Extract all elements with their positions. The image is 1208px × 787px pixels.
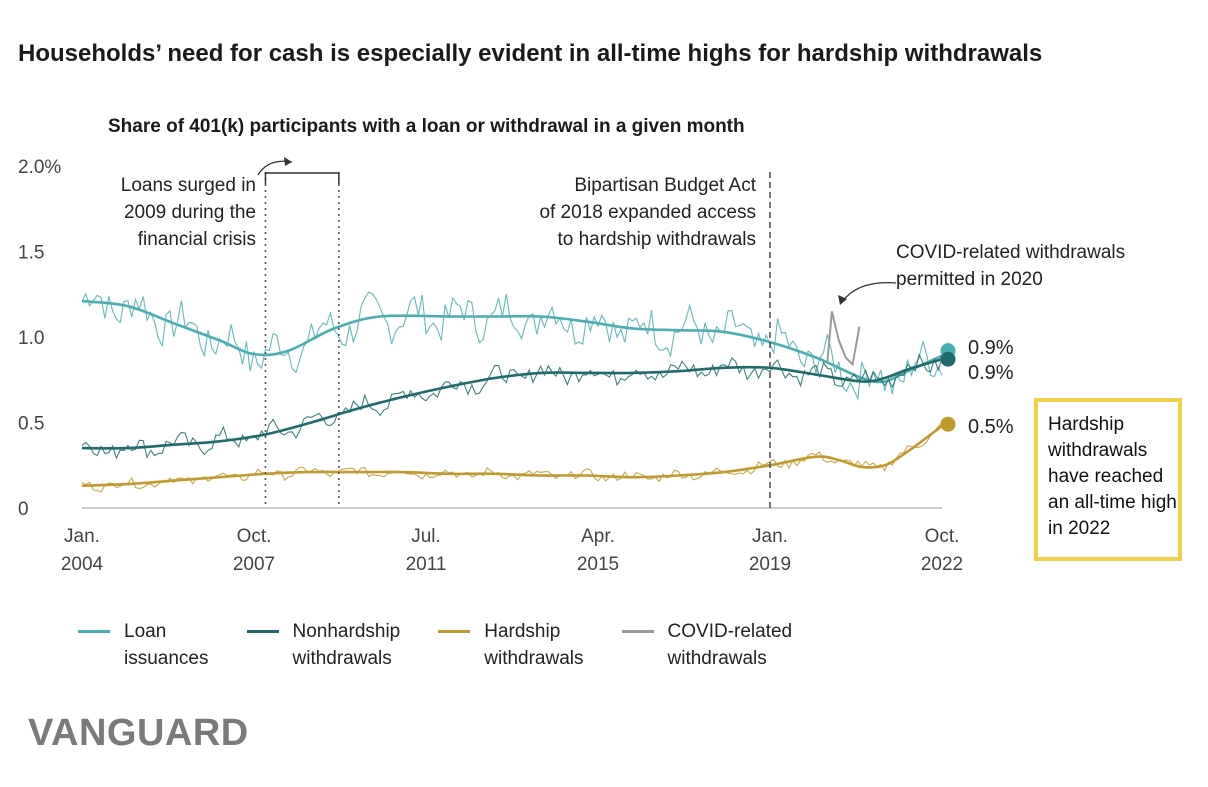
x-tick-year: 2019 bbox=[749, 554, 791, 575]
covid-arrow bbox=[841, 281, 897, 303]
legend-item-loan: Loan issuances bbox=[78, 618, 209, 672]
legend-label-nonhardship: Nonhardship withdrawals bbox=[292, 621, 401, 669]
covid-arrowhead bbox=[838, 295, 847, 305]
annotation-loans-surge: Loans surged in 2009 during the financia… bbox=[120, 175, 256, 250]
legend-swatch-covid bbox=[621, 630, 654, 633]
surge-arrowhead bbox=[284, 157, 292, 166]
y-tick-label: 0.5 bbox=[18, 414, 44, 435]
x-tick-year: 2015 bbox=[577, 554, 619, 575]
chart-subtitle: Share of 401(k) participants with a loan… bbox=[108, 116, 745, 137]
legend-label-covid: COVID-related withdrawals bbox=[667, 621, 793, 669]
x-tick-year: 2022 bbox=[921, 554, 963, 575]
end-marker-nonhardship bbox=[940, 351, 956, 367]
legend-item-nonhardship: Nonhardship withdrawals bbox=[246, 618, 401, 672]
legend-swatch-loan bbox=[78, 630, 110, 633]
x-tick-year: 2004 bbox=[61, 554, 104, 575]
series-loan-trend bbox=[81, 299, 943, 384]
end-label-hardship: 0.5% bbox=[968, 416, 1014, 438]
legend-label-hardship: Hardship withdrawals bbox=[484, 621, 584, 669]
legend-label-loan: Loan issuances bbox=[124, 621, 209, 669]
x-tick-month: Oct. bbox=[237, 526, 272, 547]
annotation-covid: COVID-related withdrawals permitted in 2… bbox=[896, 242, 1126, 290]
annotation-bipartisan-budget-act: Bipartisan Budget Act of 2018 expanded a… bbox=[539, 175, 756, 250]
end-marker-hardship bbox=[940, 416, 956, 432]
x-tick-month: Apr. bbox=[581, 526, 615, 547]
x-tick-month: Jul. bbox=[411, 526, 441, 547]
series-loan-monthly bbox=[81, 291, 943, 401]
x-tick-year: 2007 bbox=[233, 554, 275, 575]
chart-title: Households’ need for cash is especially … bbox=[18, 40, 1043, 67]
series-hardship-trend bbox=[81, 424, 943, 488]
vanguard-logo-text: VANGUARD bbox=[28, 712, 249, 754]
hardship-callout-box: Hardship withdrawals have reached an all… bbox=[1034, 398, 1182, 561]
series-nonhardship-monthly bbox=[81, 353, 943, 460]
y-tick-label: 1.0 bbox=[18, 328, 44, 349]
legend-swatch-hardship bbox=[438, 630, 471, 633]
y-tick-label: 1.5 bbox=[18, 243, 44, 264]
end-label-loan: 0.9% bbox=[968, 337, 1014, 359]
x-tick-month: Oct. bbox=[925, 526, 960, 547]
x-tick-month: Jan. bbox=[752, 526, 788, 547]
x-tick-year: 2011 bbox=[406, 554, 447, 575]
line-chart: 0 0.5 1.0 1.5 2.0% Jan. 2004 Oct. 2007 Jul. 2011 Ap… bbox=[18, 157, 963, 575]
x-tick-month: Jan. bbox=[64, 526, 100, 547]
y-tick-label: 2.0% bbox=[18, 157, 61, 178]
y-tick-label: 0 bbox=[18, 499, 29, 520]
legend: Loan issuances Nonhardship withdrawals H… bbox=[78, 618, 830, 672]
series-covid bbox=[826, 311, 861, 367]
series-nonhardship-trend bbox=[81, 357, 943, 450]
legend-swatch-nonhardship bbox=[246, 630, 279, 633]
surge-bracket bbox=[264, 172, 340, 184]
legend-item-covid: COVID-related withdrawals bbox=[621, 618, 793, 672]
end-label-nonhardship: 0.9% bbox=[968, 362, 1014, 384]
legend-item-hardship: Hardship withdrawals bbox=[438, 618, 584, 672]
